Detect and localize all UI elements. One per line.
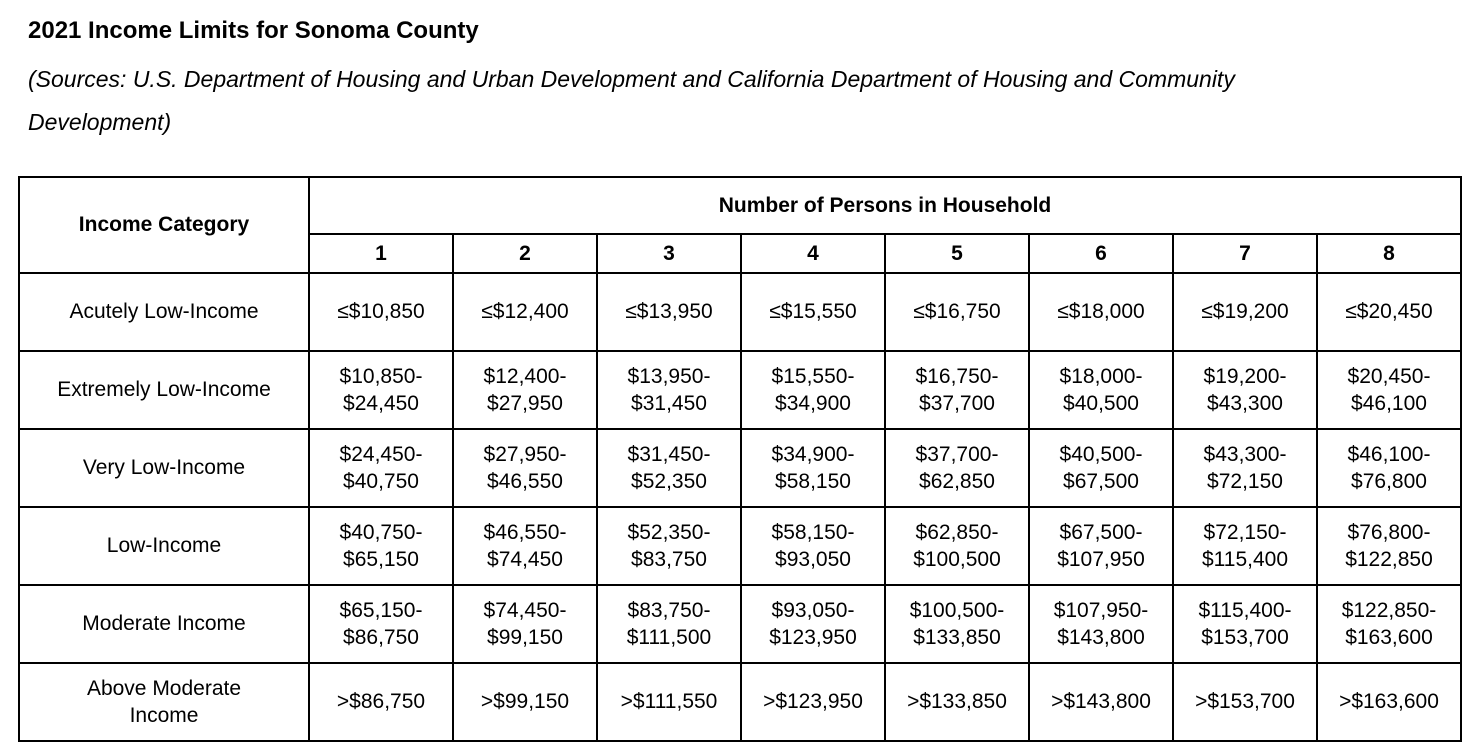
income-cell: >$123,950 <box>740 662 886 742</box>
table-row-acutely-low-income: Acutely Low-Income ≤$10,850 ≤$12,400 ≤$1… <box>18 272 1462 352</box>
income-cell: >$163,600 <box>1316 662 1462 742</box>
income-cell: $67,500- $107,950 <box>1028 506 1174 586</box>
income-cell: ≤$15,550 <box>740 272 886 352</box>
header-numbers-row: 1 2 3 4 5 6 7 8 <box>19 233 1462 274</box>
income-cell: >$133,850 <box>884 662 1030 742</box>
income-cell: $93,050- $123,950 <box>740 584 886 664</box>
persons-col-header-4: 4 <box>740 233 886 274</box>
income-cell: ≤$18,000 <box>1028 272 1174 352</box>
page: 2021 Income Limits for Sonoma County (So… <box>0 16 1480 744</box>
income-cell: >$86,750 <box>308 662 454 742</box>
row-category: Acutely Low-Income <box>18 272 310 352</box>
income-cell: $83,750- $111,500 <box>596 584 742 664</box>
income-category-header: Income Category <box>18 176 310 274</box>
table-row-very-low-income: Very Low-Income $24,450- $40,750 $27,950… <box>18 428 1462 508</box>
persons-col-header-6: 6 <box>1028 233 1174 274</box>
income-cell: $72,150- $115,400 <box>1172 506 1318 586</box>
income-cell: $15,550- $34,900 <box>740 350 886 430</box>
table-row-moderate-income: Moderate Income $65,150- $86,750 $74,450… <box>18 584 1462 664</box>
row-category: Above Moderate Income <box>18 662 310 742</box>
income-cell: $40,750- $65,150 <box>308 506 454 586</box>
income-cell: $122,850- $163,600 <box>1316 584 1462 664</box>
row-category: Low-Income <box>18 506 310 586</box>
persons-col-header-1: 1 <box>308 233 454 274</box>
income-cell: $34,900- $58,150 <box>740 428 886 508</box>
income-cell: $65,150- $86,750 <box>308 584 454 664</box>
income-cell: $107,950- $143,800 <box>1028 584 1174 664</box>
row-category: Moderate Income <box>18 584 310 664</box>
income-cell: $62,850- $100,500 <box>884 506 1030 586</box>
income-cell: $115,400- $153,700 <box>1172 584 1318 664</box>
income-cell: $18,000- $40,500 <box>1028 350 1174 430</box>
income-cell: $27,950- $46,550 <box>452 428 598 508</box>
header-span-row: Income Category Number of Persons in Hou… <box>18 176 1462 274</box>
income-cell: >$153,700 <box>1172 662 1318 742</box>
table-row-above-moderate-income: Above Moderate Income >$86,750 >$99,150 … <box>18 662 1462 742</box>
table-row-low-income: Low-Income $40,750- $65,150 $46,550- $74… <box>18 506 1462 586</box>
income-cell: $20,450- $46,100 <box>1316 350 1462 430</box>
income-cell: $37,700- $62,850 <box>884 428 1030 508</box>
income-cell: $46,550- $74,450 <box>452 506 598 586</box>
income-cell: >$111,550 <box>596 662 742 742</box>
income-cell: ≤$10,850 <box>308 272 454 352</box>
income-limits-table: Income Category Number of Persons in Hou… <box>18 176 1462 742</box>
table-row-extremely-low-income: Extremely Low-Income $10,850- $24,450 $1… <box>18 350 1462 430</box>
income-cell: ≤$20,450 <box>1316 272 1462 352</box>
income-cell: >$99,150 <box>452 662 598 742</box>
income-cell: $46,100- $76,800 <box>1316 428 1462 508</box>
income-cell: $10,850- $24,450 <box>308 350 454 430</box>
income-cell: ≤$13,950 <box>596 272 742 352</box>
income-cell: $31,450- $52,350 <box>596 428 742 508</box>
income-cell: ≤$16,750 <box>884 272 1030 352</box>
persons-col-header-3: 3 <box>596 233 742 274</box>
income-cell: $24,450- $40,750 <box>308 428 454 508</box>
income-cell: $76,800- $122,850 <box>1316 506 1462 586</box>
income-cell: $52,350- $83,750 <box>596 506 742 586</box>
income-cell: $40,500- $67,500 <box>1028 428 1174 508</box>
income-cell: $58,150- $93,050 <box>740 506 886 586</box>
income-cell: $13,950- $31,450 <box>596 350 742 430</box>
income-cell: ≤$12,400 <box>452 272 598 352</box>
page-title: 2021 Income Limits for Sonoma County <box>28 17 479 44</box>
row-category: Very Low-Income <box>18 428 310 508</box>
persons-in-household-header: Number of Persons in Household <box>308 176 1462 235</box>
income-cell: $19,200- $43,300 <box>1172 350 1318 430</box>
income-cell: $74,450- $99,150 <box>452 584 598 664</box>
income-cell: >$143,800 <box>1028 662 1174 742</box>
row-category: Extremely Low-Income <box>18 350 310 430</box>
persons-col-header-2: 2 <box>452 233 598 274</box>
persons-col-header-8: 8 <box>1316 233 1462 274</box>
income-cell: ≤$19,200 <box>1172 272 1318 352</box>
income-cell: $43,300- $72,150 <box>1172 428 1318 508</box>
persons-col-header-7: 7 <box>1172 233 1318 274</box>
page-subtitle: (Sources: U.S. Department of Housing and… <box>28 66 1235 135</box>
income-cell: $100,500- $133,850 <box>884 584 1030 664</box>
income-cell: $16,750- $37,700 <box>884 350 1030 430</box>
income-cell: $12,400- $27,950 <box>452 350 598 430</box>
persons-col-header-5: 5 <box>884 233 1030 274</box>
